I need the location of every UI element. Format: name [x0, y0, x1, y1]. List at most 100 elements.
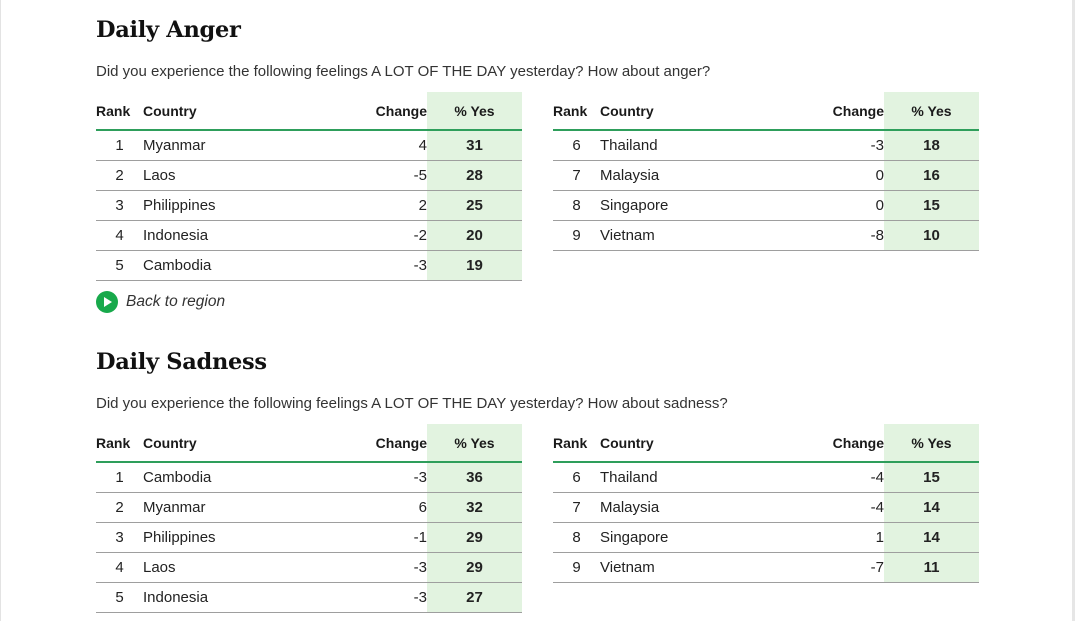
country-cell: Malaysia [600, 160, 750, 191]
country-cell: Thailand [600, 462, 750, 493]
percent-yes-cell: 32 [427, 492, 522, 523]
table-row: 1 Cambodia -3 36 [96, 462, 522, 493]
table-row: 2 Myanmar 6 32 [96, 492, 522, 523]
percent-yes-cell: 16 [884, 160, 979, 191]
rank-header: Rank [553, 92, 600, 131]
country-cell: Myanmar [143, 492, 293, 523]
table-row: 5 Indonesia -3 27 [96, 582, 522, 613]
sadness-table-left: Rank Country Change % Yes 1 Cambodia -3 36 2… [96, 424, 522, 613]
percent-yes-cell: 36 [427, 462, 522, 493]
change-header: Change [293, 424, 427, 463]
percent-yes-cell: 18 [884, 130, 979, 161]
percent-yes-cell: 27 [427, 582, 522, 613]
rank-cell: 3 [96, 190, 143, 221]
country-cell: Indonesia [143, 220, 293, 251]
rank-header: Rank [96, 424, 143, 463]
change-header: Change [750, 424, 884, 463]
change-cell: 2 [293, 190, 427, 221]
country-header: Country [143, 424, 293, 463]
percent-yes-cell: 20 [427, 220, 522, 251]
percent-yes-header: % Yes [427, 424, 522, 463]
table-row: 3 Philippines -1 29 [96, 522, 522, 553]
survey-question: Did you experience the following feeling… [96, 395, 728, 412]
percent-yes-cell: 29 [427, 522, 522, 553]
rank-cell: 2 [96, 492, 143, 523]
change-cell: -3 [750, 130, 884, 161]
table-row: 6 Thailand -3 18 [553, 130, 979, 161]
percent-yes-cell: 10 [884, 220, 979, 251]
rank-cell: 6 [553, 130, 600, 161]
country-header: Country [600, 92, 750, 131]
country-cell: Vietnam [600, 220, 750, 251]
change-cell: 0 [750, 190, 884, 221]
country-cell: Vietnam [600, 552, 750, 583]
play-circle-icon[interactable] [96, 291, 118, 313]
rank-cell: 8 [553, 522, 600, 553]
percent-yes-cell: 28 [427, 160, 522, 191]
page-edge-left [0, 0, 1, 621]
percent-yes-cell: 14 [884, 522, 979, 553]
change-header: Change [750, 92, 884, 131]
rank-cell: 7 [553, 492, 600, 523]
country-cell: Myanmar [143, 130, 293, 161]
country-cell: Cambodia [143, 250, 293, 281]
percent-yes-cell: 29 [427, 552, 522, 583]
change-cell: -3 [293, 552, 427, 583]
country-cell: Laos [143, 160, 293, 191]
rank-cell: 5 [96, 250, 143, 281]
percent-yes-header: % Yes [427, 92, 522, 131]
country-cell: Singapore [600, 190, 750, 221]
rank-cell: 3 [96, 522, 143, 553]
percent-yes-header: % Yes [884, 424, 979, 463]
change-cell: -8 [750, 220, 884, 251]
table-header-row: Rank Country Change % Yes [553, 92, 979, 131]
change-cell: -5 [293, 160, 427, 191]
country-header: Country [143, 92, 293, 131]
percent-yes-cell: 15 [884, 462, 979, 493]
back-to-region-label[interactable]: Back to region [126, 293, 226, 310]
back-to-region-link[interactable]: Back to region [96, 291, 225, 313]
rank-header: Rank [96, 92, 143, 131]
rank-cell: 9 [553, 552, 600, 583]
rank-cell: 8 [553, 190, 600, 221]
change-cell: -3 [293, 250, 427, 281]
table-row: 4 Indonesia -2 20 [96, 220, 522, 251]
change-cell: 4 [293, 130, 427, 161]
percent-yes-header: % Yes [884, 92, 979, 131]
table-header-row: Rank Country Change % Yes [96, 92, 522, 131]
change-cell: -2 [293, 220, 427, 251]
rank-cell: 1 [96, 462, 143, 493]
change-cell: -4 [750, 462, 884, 493]
table-row: 1 Myanmar 4 31 [96, 130, 522, 161]
table-row: 9 Vietnam -7 11 [553, 552, 979, 583]
rank-cell: 6 [553, 462, 600, 493]
table-row: 2 Laos -5 28 [96, 160, 522, 191]
country-cell: Malaysia [600, 492, 750, 523]
rank-cell: 4 [96, 552, 143, 583]
percent-yes-cell: 11 [884, 552, 979, 583]
page-scrollbar-track[interactable] [1072, 0, 1075, 621]
change-cell: -1 [293, 522, 427, 553]
section-title: Daily Anger [96, 17, 241, 43]
change-cell: 1 [750, 522, 884, 553]
rank-cell: 4 [96, 220, 143, 251]
sadness-table-right: Rank Country Change % Yes 6 Thailand -4 15 7… [553, 424, 979, 583]
country-cell: Philippines [143, 190, 293, 221]
table-row: 8 Singapore 0 15 [553, 190, 979, 221]
table-row: 4 Laos -3 29 [96, 552, 522, 583]
percent-yes-cell: 25 [427, 190, 522, 221]
country-cell: Indonesia [143, 582, 293, 613]
country-cell: Cambodia [143, 462, 293, 493]
rank-cell: 9 [553, 220, 600, 251]
percent-yes-cell: 19 [427, 250, 522, 281]
percent-yes-cell: 14 [884, 492, 979, 523]
country-cell: Singapore [600, 522, 750, 553]
country-header: Country [600, 424, 750, 463]
change-cell: -3 [293, 462, 427, 493]
table-row: 6 Thailand -4 15 [553, 462, 979, 493]
change-header: Change [293, 92, 427, 131]
country-cell: Laos [143, 552, 293, 583]
rank-cell: 2 [96, 160, 143, 191]
change-cell: -3 [293, 582, 427, 613]
rank-cell: 7 [553, 160, 600, 191]
